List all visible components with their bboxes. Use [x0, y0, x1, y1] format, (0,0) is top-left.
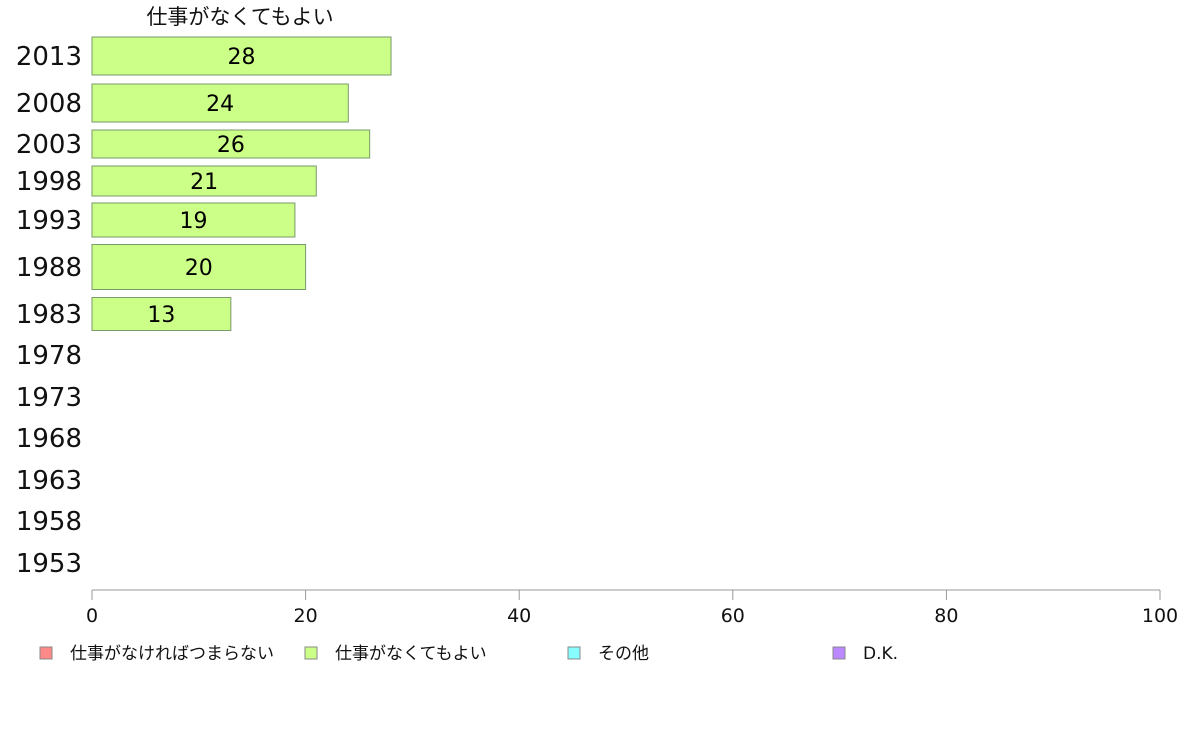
legend-label: その他 — [598, 644, 649, 664]
bar — [91, 129, 371, 159]
chart-title: 仕事がなくてもよい — [146, 5, 333, 29]
legend-swatch — [304, 646, 318, 660]
bar-value-label: 24 — [206, 92, 234, 117]
year-label: 2003 — [16, 130, 82, 160]
legend-swatch — [39, 646, 53, 660]
year-label: 1973 — [16, 383, 82, 413]
year-label: 1958 — [16, 507, 82, 537]
bar — [91, 297, 232, 331]
x-tick-label: 20 — [294, 605, 318, 627]
bar — [91, 36, 392, 76]
year-label: 1963 — [16, 466, 82, 496]
year-label: 1993 — [16, 206, 82, 236]
legend-label: D.K. — [863, 644, 898, 664]
bar — [91, 165, 317, 197]
year-label: 1968 — [16, 424, 82, 454]
bar-value-label: 26 — [217, 133, 245, 158]
legend-label: 仕事がなくてもよい — [335, 644, 487, 664]
year-label: 2013 — [16, 42, 82, 72]
x-tick-label: 0 — [86, 605, 98, 627]
bar-value-label: 19 — [179, 209, 207, 234]
x-tick-label: 60 — [721, 605, 745, 627]
year-label: 1953 — [16, 549, 82, 579]
bar-value-label: 28 — [228, 45, 256, 70]
x-tick-label: 40 — [507, 605, 531, 627]
legend-swatch — [832, 646, 846, 660]
year-label: 1978 — [16, 341, 82, 371]
bar — [91, 83, 349, 123]
year-label: 1988 — [16, 253, 82, 283]
legend-label: 仕事がなければつまらない — [70, 644, 274, 664]
bar-value-label: 20 — [185, 256, 213, 281]
year-label: 1983 — [16, 300, 82, 330]
bar-value-label: 21 — [190, 170, 218, 195]
x-tick-label: 100 — [1142, 605, 1178, 627]
bar — [91, 202, 296, 238]
year-label: 2008 — [16, 89, 82, 119]
year-label: 1998 — [16, 167, 82, 197]
bar — [91, 244, 307, 290]
bar-value-label: 13 — [147, 303, 175, 328]
x-tick-label: 80 — [934, 605, 958, 627]
legend-swatch — [567, 646, 581, 660]
